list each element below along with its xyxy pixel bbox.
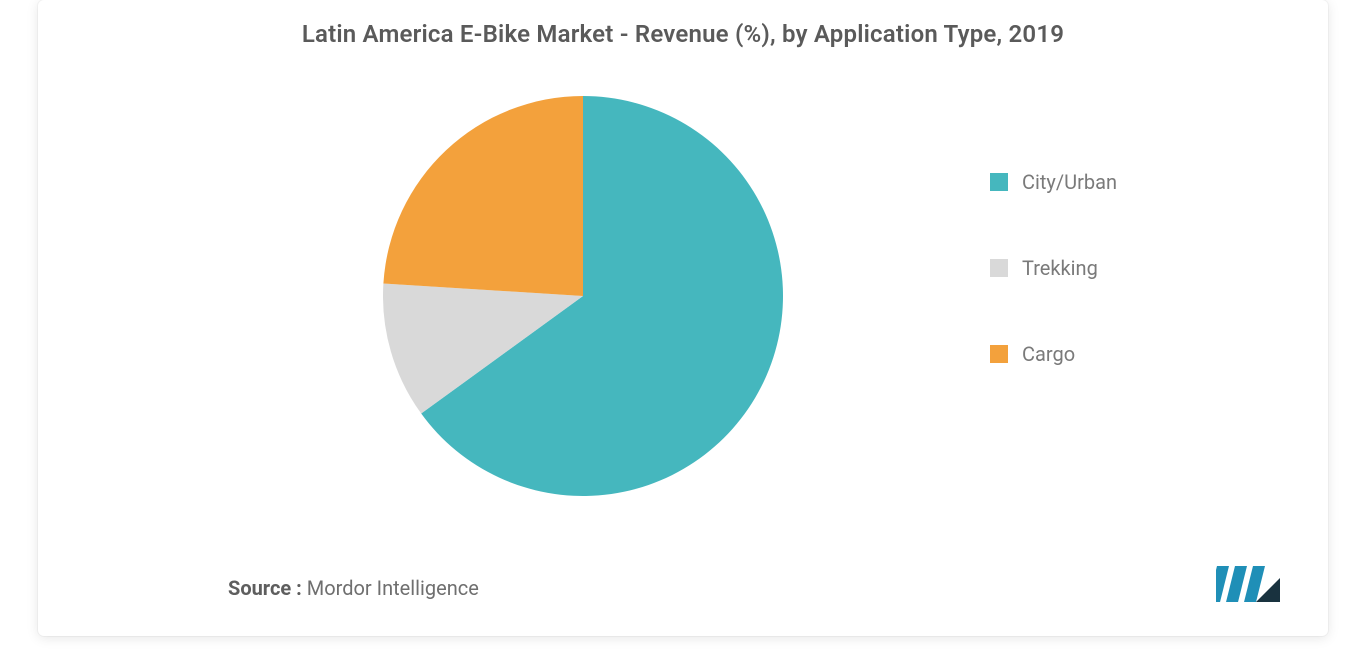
source-value: Mordor Intelligence [307,576,479,600]
legend: City/Urban Trekking Cargo [990,170,1117,366]
legend-swatch [990,259,1008,277]
legend-item-city-urban: City/Urban [990,170,1117,194]
logo-bar-2 [1226,566,1247,602]
legend-swatch [990,345,1008,363]
pie-chart [383,96,783,496]
legend-label: Cargo [1022,342,1075,366]
legend-item-cargo: Cargo [990,342,1117,366]
legend-label: Trekking [1022,256,1098,280]
legend-label: City/Urban [1022,170,1117,194]
source-line: Source : Mordor Intelligence [228,576,479,600]
legend-item-trekking: Trekking [990,256,1117,280]
pie-slice-cargo [383,96,583,296]
pie-svg [383,96,783,496]
source-label: Source : [228,576,302,600]
chart-title: Latin America E-Bike Market - Revenue (%… [38,20,1328,48]
legend-swatch [990,173,1008,191]
logo-bar-1 [1216,566,1229,602]
chart-card: Latin America E-Bike Market - Revenue (%… [38,0,1328,636]
mi-logo [1216,562,1280,606]
mi-logo-svg [1216,562,1280,606]
